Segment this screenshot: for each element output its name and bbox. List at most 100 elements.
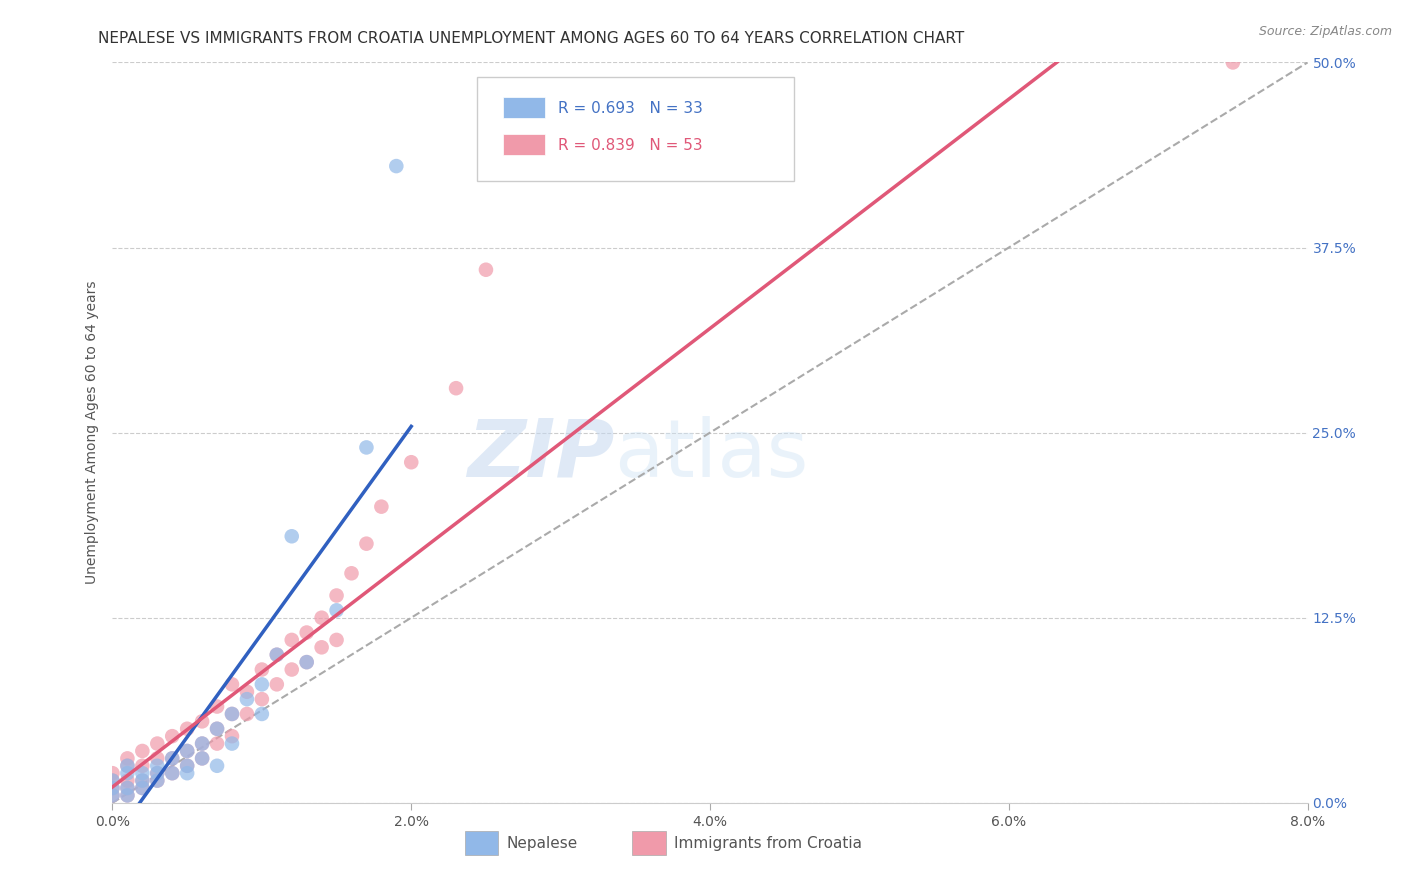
Point (236, 685, 259, 699)
Point (281, 632, 304, 647)
Point (325, 632, 347, 647)
Text: R = 0.693   N = 33: R = 0.693 N = 33 (558, 101, 703, 116)
Point (101, 780, 124, 795)
Point (176, 744, 198, 758)
Point (162, 751, 183, 765)
Text: Nepalese: Nepalese (508, 836, 578, 851)
Point (146, 773, 169, 788)
Text: NEPALESE VS IMMIGRANTS FROM CROATIA UNEMPLOYMENT AMONG AGES 60 TO 64 YEARS CORRE: NEPALESE VS IMMIGRANTS FROM CROATIA UNEM… (98, 31, 965, 46)
Point (101, 789, 124, 803)
Point (117, 780, 139, 795)
Point (205, 722, 228, 736)
Point (131, 780, 153, 795)
Point (266, 677, 288, 691)
Point (131, 758, 153, 772)
Point (205, 758, 228, 772)
Point (370, 500, 392, 514)
Point (101, 773, 124, 788)
Point (221, 737, 243, 751)
Text: Source: ZipAtlas.com: Source: ZipAtlas.com (1258, 25, 1392, 38)
Point (146, 758, 169, 772)
Point (117, 758, 139, 772)
FancyBboxPatch shape (503, 97, 546, 118)
Point (444, 381, 467, 395)
Point (117, 773, 139, 788)
Point (475, 262, 498, 277)
Point (295, 625, 318, 640)
Point (325, 589, 347, 603)
Point (191, 737, 214, 751)
Point (311, 610, 333, 624)
Point (117, 758, 139, 772)
Point (266, 648, 288, 662)
Point (117, 766, 139, 780)
Point (221, 729, 243, 743)
Point (325, 603, 347, 617)
Point (176, 758, 198, 772)
Point (101, 789, 124, 803)
Y-axis label: Unemployment Among Ages 60 to 64 years: Unemployment Among Ages 60 to 64 years (84, 281, 98, 584)
Point (176, 722, 198, 736)
Point (295, 655, 318, 669)
Point (117, 789, 139, 803)
Point (221, 677, 243, 691)
Point (205, 699, 228, 714)
Point (250, 663, 273, 677)
Point (146, 737, 169, 751)
FancyBboxPatch shape (465, 831, 499, 855)
Point (281, 663, 304, 677)
Point (117, 751, 139, 765)
Point (250, 706, 273, 721)
Point (236, 706, 259, 721)
Point (131, 766, 153, 780)
Text: ZIP: ZIP (467, 416, 614, 494)
FancyBboxPatch shape (477, 78, 794, 181)
Point (311, 640, 333, 655)
Point (176, 758, 198, 772)
Point (162, 766, 183, 780)
Point (340, 566, 363, 581)
Point (131, 773, 153, 788)
Point (236, 692, 259, 706)
Text: Immigrants from Croatia: Immigrants from Croatia (675, 836, 862, 851)
Point (162, 766, 183, 780)
Point (191, 714, 214, 729)
Point (205, 737, 228, 751)
Point (1222, 55, 1244, 70)
Point (205, 722, 228, 736)
Point (117, 789, 139, 803)
Point (176, 766, 198, 780)
Point (281, 529, 304, 543)
Text: atlas: atlas (614, 416, 808, 494)
Point (162, 751, 183, 765)
Point (101, 773, 124, 788)
Point (146, 766, 169, 780)
Point (191, 737, 214, 751)
Point (295, 655, 318, 669)
Point (117, 780, 139, 795)
Point (146, 751, 169, 765)
Point (131, 744, 153, 758)
Point (250, 692, 273, 706)
Point (146, 766, 169, 780)
Point (131, 780, 153, 795)
Point (101, 780, 124, 795)
Point (356, 536, 378, 550)
Point (266, 648, 288, 662)
FancyBboxPatch shape (633, 831, 666, 855)
Point (176, 744, 198, 758)
Point (221, 706, 243, 721)
Point (191, 751, 214, 765)
Point (131, 773, 153, 788)
Point (146, 773, 169, 788)
Point (356, 441, 378, 455)
Point (250, 677, 273, 691)
Point (101, 766, 124, 780)
Point (385, 159, 408, 173)
Text: R = 0.839   N = 53: R = 0.839 N = 53 (558, 138, 703, 153)
Point (401, 455, 423, 469)
Point (221, 706, 243, 721)
Point (162, 729, 183, 743)
Point (191, 751, 214, 765)
FancyBboxPatch shape (503, 135, 546, 155)
